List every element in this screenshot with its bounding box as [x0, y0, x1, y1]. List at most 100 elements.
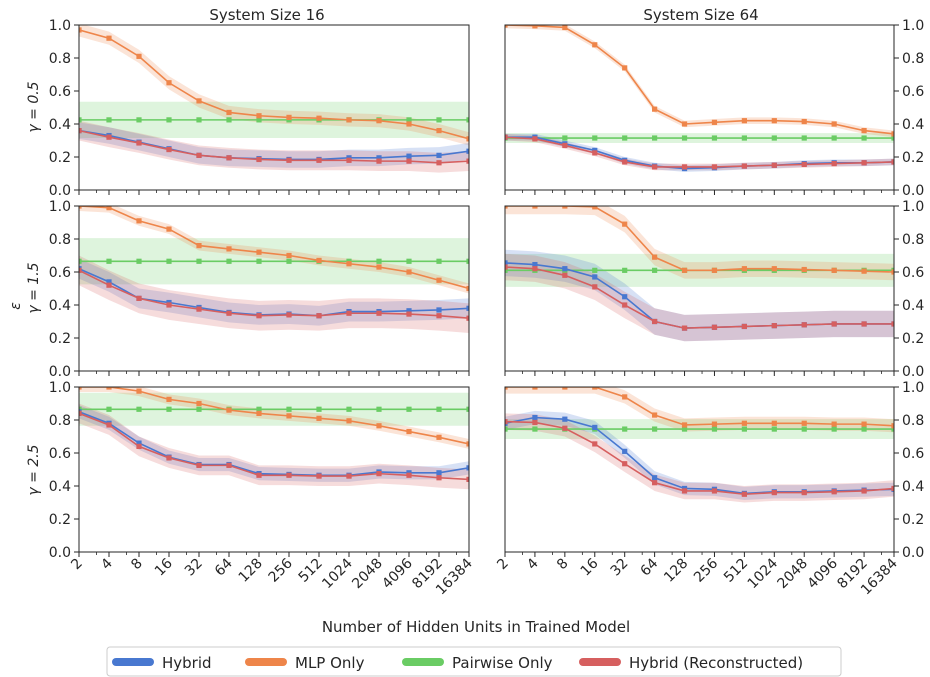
- plot-area: [505, 387, 894, 503]
- panel-frame: [504, 205, 895, 372]
- marker-hybrid-reconstructed: [346, 157, 352, 163]
- band-mlp-only: [505, 387, 894, 433]
- marker-hybrid-reconstructed: [406, 311, 412, 317]
- x-tick-label: 4096: [379, 555, 416, 592]
- line-hybrid-reconstructed: [79, 129, 469, 164]
- marker-hybrid-reconstructed: [436, 313, 442, 319]
- y-tick-label: 0.0: [49, 545, 71, 561]
- x-tick-label: 64: [638, 555, 662, 579]
- line-mlp-only: [79, 206, 469, 290]
- marker-hybrid: [436, 470, 442, 476]
- marker-hybrid-reconstructed: [505, 134, 508, 140]
- marker-pairwise-only: [652, 267, 658, 273]
- marker-hybrid-reconstructed: [196, 306, 202, 312]
- marker-pairwise-only: [436, 406, 442, 412]
- y-tick-label: 0.8: [902, 413, 924, 429]
- x-tick-label: 4: [524, 555, 542, 573]
- marker-pairwise-only: [771, 426, 777, 432]
- band-hybrid: [79, 258, 469, 326]
- band-mlp-only: [79, 387, 469, 449]
- marker-mlp-only: [466, 136, 469, 142]
- marker-hybrid-reconstructed: [136, 140, 142, 146]
- marker-pairwise-only: [622, 135, 628, 141]
- marker-hybrid-reconstructed: [622, 302, 628, 308]
- marker-mlp-only: [562, 25, 568, 31]
- x-tick-label: 2: [494, 556, 512, 574]
- marker-pairwise-only: [681, 135, 688, 141]
- marker-mlp-only: [256, 410, 262, 416]
- marker-hybrid-reconstructed: [376, 158, 382, 164]
- marker-pairwise-only: [532, 426, 538, 432]
- y-tick-label: 0.4: [902, 479, 924, 495]
- x-tick-label: 8: [128, 556, 146, 574]
- marker-hybrid: [436, 152, 442, 158]
- line-hybrid-reconstructed: [505, 136, 894, 168]
- marker-mlp-only: [316, 257, 322, 264]
- marker-hybrid-reconstructed: [771, 162, 777, 168]
- marker-mlp-only: [681, 422, 688, 428]
- marker-hybrid: [406, 308, 412, 314]
- marker-hybrid-reconstructed: [592, 441, 598, 447]
- marker-mlp-only: [376, 118, 382, 124]
- marker-pairwise-only: [436, 117, 442, 123]
- line-hybrid-reconstructed: [505, 420, 894, 496]
- marker-hybrid-reconstructed: [681, 488, 688, 494]
- x-tick-label: 2048: [349, 556, 386, 593]
- y-tick-label: 0.8: [49, 413, 71, 429]
- marker-mlp-only: [436, 277, 442, 283]
- marker-hybrid-reconstructed: [226, 155, 232, 161]
- marker-pairwise-only: [106, 117, 112, 123]
- marker-mlp-only: [136, 218, 142, 224]
- line-hybrid: [79, 411, 469, 477]
- marker-mlp-only: [316, 415, 322, 421]
- marker-hybrid: [406, 153, 412, 159]
- line-mlp-only: [79, 387, 469, 445]
- marker-pairwise-only: [406, 117, 412, 123]
- marker-mlp-only: [771, 118, 777, 124]
- marker-mlp-only: [226, 407, 232, 413]
- y-tick-label: 0.2: [49, 331, 71, 347]
- marker-mlp-only: [505, 25, 508, 28]
- x-tick-label: 8: [554, 556, 572, 574]
- line-hybrid-reconstructed: [79, 412, 469, 481]
- marker-pairwise-only: [592, 267, 598, 273]
- line-hybrid: [505, 136, 894, 170]
- marker-hybrid-reconstructed: [166, 302, 172, 308]
- marker-hybrid-reconstructed: [316, 313, 322, 319]
- marker-hybrid-reconstructed: [466, 476, 469, 482]
- marker-mlp-only: [466, 441, 469, 447]
- marker-hybrid-reconstructed: [505, 264, 508, 270]
- marker-mlp-only: [196, 243, 202, 249]
- panel-frame: [504, 24, 895, 191]
- marker-mlp-only: [622, 221, 628, 227]
- row-label-gamma-0-5: γ = 0.5: [26, 81, 42, 132]
- legend: Hybrid MLP Only Pairwise Only Hybrid (Re…: [106, 646, 842, 677]
- marker-pairwise-only: [256, 258, 262, 264]
- y-tick-label: 0.6: [49, 84, 71, 100]
- marker-pairwise-only: [406, 406, 412, 412]
- marker-mlp-only: [562, 206, 568, 209]
- marker-mlp-only: [801, 420, 807, 426]
- marker-hybrid-reconstructed: [652, 480, 658, 486]
- x-tick-label: 256: [266, 555, 296, 585]
- marker-mlp-only: [376, 423, 382, 429]
- marker-hybrid-reconstructed: [652, 164, 658, 170]
- plot-area: [79, 206, 469, 334]
- marker-pairwise-only: [136, 117, 142, 123]
- marker-pairwise-only: [741, 426, 747, 432]
- marker-mlp-only: [226, 246, 232, 252]
- marker-mlp-only: [622, 65, 628, 71]
- marker-hybrid-reconstructed: [436, 475, 442, 481]
- marker-hybrid-reconstructed: [711, 324, 718, 330]
- marker-mlp-only: [711, 421, 718, 427]
- plot-area: [505, 206, 894, 342]
- marker-mlp-only: [592, 42, 598, 48]
- band-mlp-only: [79, 206, 469, 294]
- marker-hybrid-reconstructed: [891, 159, 894, 165]
- marker-hybrid-reconstructed: [406, 158, 412, 164]
- x-tick-label: 16: [578, 555, 602, 579]
- x-tick-label: 16: [152, 555, 176, 579]
- marker-pairwise-only: [316, 406, 322, 412]
- marker-mlp-only: [346, 117, 352, 123]
